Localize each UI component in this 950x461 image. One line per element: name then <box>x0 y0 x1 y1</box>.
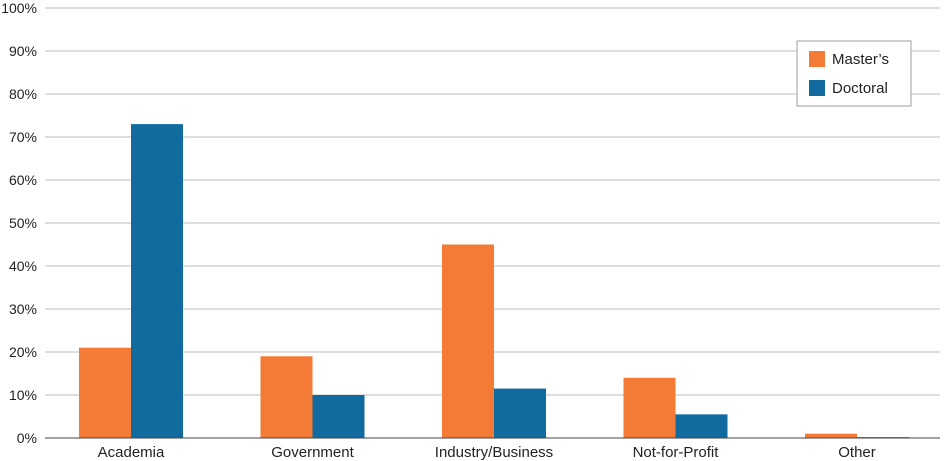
x-axis-labels: Academia Government Industry/Business Not-f… <box>98 444 876 461</box>
bar-doctoral <box>675 414 728 438</box>
legend-label-masters: Master’s <box>832 51 889 68</box>
y-tick-label: 10% <box>9 387 37 403</box>
bar-masters <box>79 347 131 438</box>
y-tick-label: 70% <box>9 129 37 145</box>
y-tick-label: 40% <box>9 258 37 274</box>
bars <box>79 124 909 438</box>
legend-swatch-doctoral <box>809 80 825 96</box>
legend-swatch-masters <box>809 51 825 67</box>
y-tick-label: 100% <box>1 0 37 16</box>
legend: Master’s Doctoral <box>796 40 912 107</box>
y-tick-label: 50% <box>9 215 37 231</box>
y-tick-label: 60% <box>9 172 37 188</box>
bar-masters <box>805 433 857 438</box>
legend-label-doctoral: Doctoral <box>832 80 888 97</box>
x-tick-label: Government <box>271 444 354 461</box>
x-tick-label: Academia <box>98 444 165 461</box>
x-tick-label: Not-for-Profit <box>633 444 720 461</box>
y-axis-ticks: 0% 10% 20% 30% 40% 50% 60% 70% 80% 90% 100% <box>1 0 37 446</box>
bar-doctoral <box>131 124 183 438</box>
y-tick-label: 30% <box>9 301 37 317</box>
bar-masters <box>623 377 676 438</box>
x-tick-label: Industry/Business <box>435 444 553 461</box>
y-tick-label: 20% <box>9 344 37 360</box>
bar-doctoral <box>312 395 365 438</box>
y-tick-label: 80% <box>9 86 37 102</box>
bar-masters <box>442 244 494 438</box>
gridlines <box>45 7 940 396</box>
y-tick-label: 90% <box>9 43 37 59</box>
bar-doctoral <box>494 388 546 438</box>
y-tick-label: 0% <box>17 430 37 446</box>
bar-masters <box>260 356 313 438</box>
x-tick-label: Other <box>838 444 876 461</box>
